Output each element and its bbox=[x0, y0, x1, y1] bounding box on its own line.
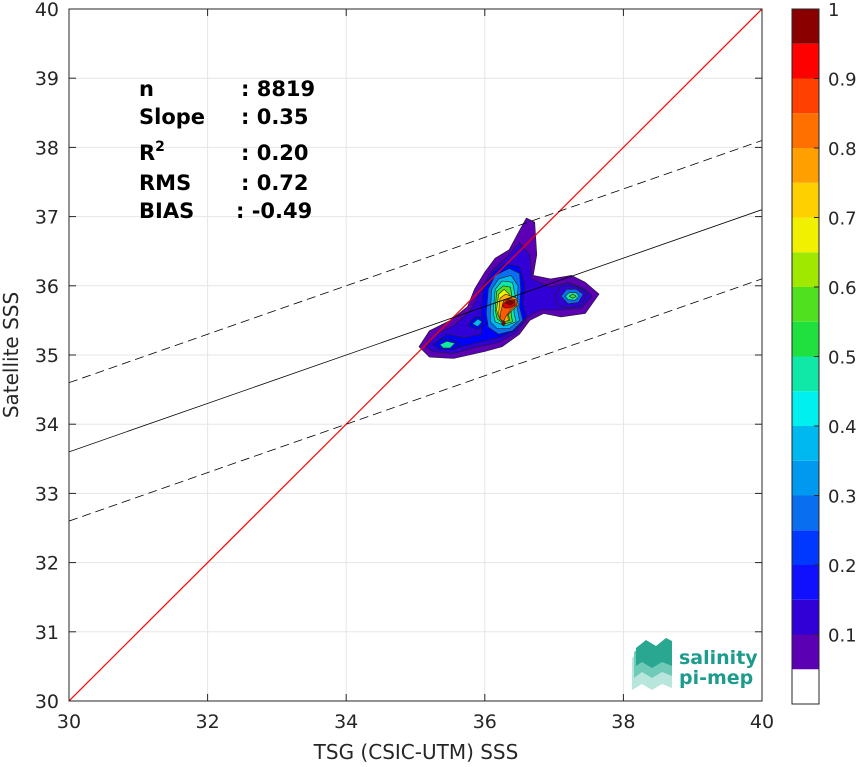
grid bbox=[68, 8, 763, 702]
y-tick-label: 36 bbox=[35, 276, 59, 298]
colorbar-tick-label: 0.7 bbox=[828, 209, 857, 230]
x-axis-label: TSG (CSIC-UTM) SSS bbox=[313, 740, 519, 764]
y-axis-ticks: 30 31 32 33 34 35 36 37 38 39 40 bbox=[35, 0, 762, 713]
colorbar-tick-label: 0.9 bbox=[828, 70, 857, 91]
colorbar-band bbox=[792, 495, 819, 531]
colorbar-band bbox=[792, 113, 819, 148]
stat-name: n bbox=[139, 77, 154, 101]
colorbar-band bbox=[792, 634, 819, 670]
colorbar-tick-label: 0.3 bbox=[828, 487, 857, 508]
identity-line bbox=[69, 9, 762, 701]
y-axis-label: Satellite SSS bbox=[0, 292, 23, 418]
x-tick-label: 40 bbox=[750, 711, 774, 733]
stat-superscript: 2 bbox=[155, 139, 165, 155]
colorbar-band bbox=[792, 43, 819, 79]
wave-logo-icon bbox=[632, 638, 672, 690]
colorbar-band bbox=[792, 287, 819, 322]
stat-name: BIAS bbox=[139, 199, 194, 223]
colorbar-tick-label: 0.1 bbox=[828, 626, 857, 647]
colorbar-tick-label: 0.8 bbox=[828, 139, 857, 160]
colorbar-band bbox=[792, 530, 819, 565]
stat-value: : 8819 bbox=[241, 77, 315, 101]
density-contour-12 bbox=[501, 320, 506, 327]
stat-value: : 0.35 bbox=[241, 105, 309, 129]
y-tick-label: 37 bbox=[35, 207, 59, 229]
x-tick-label: 30 bbox=[57, 711, 81, 733]
colorbar-tick-label: 0.5 bbox=[828, 348, 857, 369]
colorbar-tick-label: 0.4 bbox=[828, 417, 857, 438]
colorbar-band bbox=[792, 182, 819, 218]
x-tick-label: 34 bbox=[334, 711, 358, 733]
y-tick-label: 32 bbox=[35, 553, 59, 575]
colorbar-band bbox=[792, 669, 819, 704]
stat-name: RMS bbox=[139, 171, 191, 195]
x-axis-ticks: 30 32 34 36 38 40 bbox=[57, 9, 774, 733]
density-contour-11 bbox=[505, 299, 515, 306]
colorbar-band bbox=[792, 148, 819, 183]
colorbar-band bbox=[792, 460, 819, 496]
fit-upper-line bbox=[69, 140, 762, 384]
stat-value: : -0.49 bbox=[236, 199, 312, 223]
colorbar-band bbox=[792, 426, 819, 461]
colorbar-band bbox=[792, 252, 819, 287]
x-tick-label: 36 bbox=[473, 711, 497, 733]
y-tick-label: 39 bbox=[35, 68, 59, 90]
colorbar-tick-label: 0.2 bbox=[828, 556, 857, 577]
y-tick-label: 33 bbox=[35, 483, 59, 505]
stat-name: Slope bbox=[139, 105, 205, 129]
y-tick-label: 40 bbox=[35, 0, 59, 21]
colorbar-band bbox=[792, 321, 819, 357]
stat-value: : 0.20 bbox=[241, 141, 309, 165]
density-contour-20 bbox=[471, 318, 483, 327]
colorbar-tick-label: 0.6 bbox=[828, 278, 857, 299]
density-contour-18 bbox=[439, 340, 456, 349]
fit-lower-line bbox=[69, 278, 762, 522]
colorbar: 0.1 0.2 0.3 0.4 0.5 0.6 0.7 0.8 0.9 1 bbox=[791, 0, 857, 705]
density-contour-16 bbox=[568, 293, 577, 299]
stat-value: : 0.72 bbox=[241, 171, 309, 195]
y-tick-label: 35 bbox=[35, 345, 59, 367]
colorbar-band bbox=[792, 217, 819, 253]
salinity-pi-mep-logo: salinity pi-mep bbox=[632, 638, 758, 690]
y-tick-label: 30 bbox=[35, 691, 59, 713]
fit-line bbox=[69, 209, 762, 453]
logo-line-2: pi-mep bbox=[679, 667, 753, 689]
colorbar-band bbox=[792, 78, 819, 114]
x-tick-label: 32 bbox=[196, 711, 220, 733]
reference-lines bbox=[69, 9, 762, 701]
colorbar-tick-label: 1 bbox=[828, 0, 839, 21]
colorbar-band bbox=[792, 356, 819, 392]
colorbar-band bbox=[792, 9, 819, 44]
colorbar-band bbox=[792, 391, 819, 426]
colorbar-band bbox=[792, 599, 819, 635]
logo-line-1: salinity bbox=[679, 647, 758, 669]
y-tick-label: 31 bbox=[35, 622, 59, 644]
x-tick-label: 38 bbox=[611, 711, 635, 733]
y-tick-label: 38 bbox=[35, 137, 59, 159]
y-tick-label: 34 bbox=[35, 414, 59, 436]
colorbar-band bbox=[792, 565, 819, 600]
